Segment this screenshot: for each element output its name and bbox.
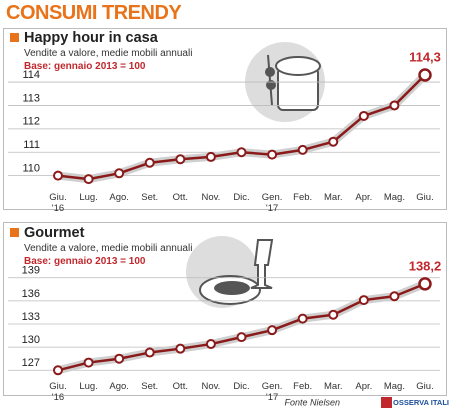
x-tick-label: Nov. [201,381,221,392]
point [297,144,308,155]
point [418,68,432,82]
y-tick-label: 111 [23,139,40,151]
point [205,151,216,162]
x-tick-label: Ago. [109,192,129,203]
x-tick-label: Lug. [79,381,98,392]
x-tick-label: Set. [141,381,159,392]
point [175,343,186,354]
x-tick-label: Dic. [233,192,250,203]
point [418,277,432,291]
x-tick-label: Ott. [172,192,188,203]
chart-title: Gourmet [10,225,84,241]
main-title: CONSUMI TRENDY [6,2,182,24]
point [53,365,63,376]
point [175,154,186,165]
point [358,295,369,306]
point [267,149,278,160]
value-label: 114,3 [409,49,441,64]
x-tick-label: Mar. [324,192,343,203]
y-tick-label: 114 [22,69,40,81]
x-tick-label: Nov. [201,192,221,203]
x-tick-label: Giu. '16 [49,192,67,214]
point [114,168,125,179]
chart-subtitle: Vendite a valore, medie mobili annuali [24,243,193,254]
x-tick-label: Gen. '17 [261,192,283,214]
chart-subtitle: Vendite a valore, medie mobili annuali [24,48,193,59]
y-tick-label: 136 [22,288,40,300]
point [297,313,308,324]
x-tick-label: Mar. [324,381,343,392]
point [205,339,216,350]
point [389,100,400,111]
y-tick-label: 130 [22,334,40,346]
logo-mark [381,397,392,408]
x-tick-label: Giu. '16 [49,381,67,403]
x-tick-label: Giu. [416,192,434,203]
x-tick-label: Set. [141,192,159,203]
logo: OSSERVA ITALIA [393,398,449,407]
source: Fonte Nielsen [284,397,340,407]
x-tick-label: Lug. [79,192,98,203]
x-tick-label: Feb. [293,381,313,392]
line [57,74,426,181]
point [83,174,94,185]
point [144,157,155,168]
x-tick-label: Giu. [416,381,434,392]
chart-title: Happy hour in casa [10,30,158,46]
x-tick-label: Gen. '17 [261,381,283,403]
point [236,332,247,343]
point [53,170,63,181]
y-tick-label: 133 [22,311,40,323]
chart-note: Base: gennaio 2013 = 100 [24,256,146,267]
point [144,347,155,358]
y-tick-label: 139 [22,265,40,277]
x-tick-label: Ott. [172,381,188,392]
y-tick-label: 112 [22,116,40,128]
chart-note: Base: gennaio 2013 = 100 [24,61,146,72]
y-tick-label: 127 [22,357,40,369]
point [328,309,339,320]
point [358,110,369,121]
x-tick-label: Apr. [355,381,373,392]
point [267,325,278,336]
point [236,147,247,158]
x-tick-label: Mag. [383,192,405,203]
line-shadow [54,71,429,184]
point [83,357,94,368]
y-tick-label: 110 [22,163,40,175]
point [328,136,339,147]
y-tick-label: 113 [22,92,40,104]
x-tick-label: Dic. [233,381,250,392]
x-tick-label: Feb. [293,192,313,203]
x-tick-label: Mag. [383,381,405,392]
icon-gourmet [186,236,274,308]
value-label: 138,2 [409,258,442,273]
point [114,353,125,364]
x-tick-label: Ago. [109,381,129,392]
point [389,291,400,302]
x-tick-label: Apr. [355,192,373,203]
